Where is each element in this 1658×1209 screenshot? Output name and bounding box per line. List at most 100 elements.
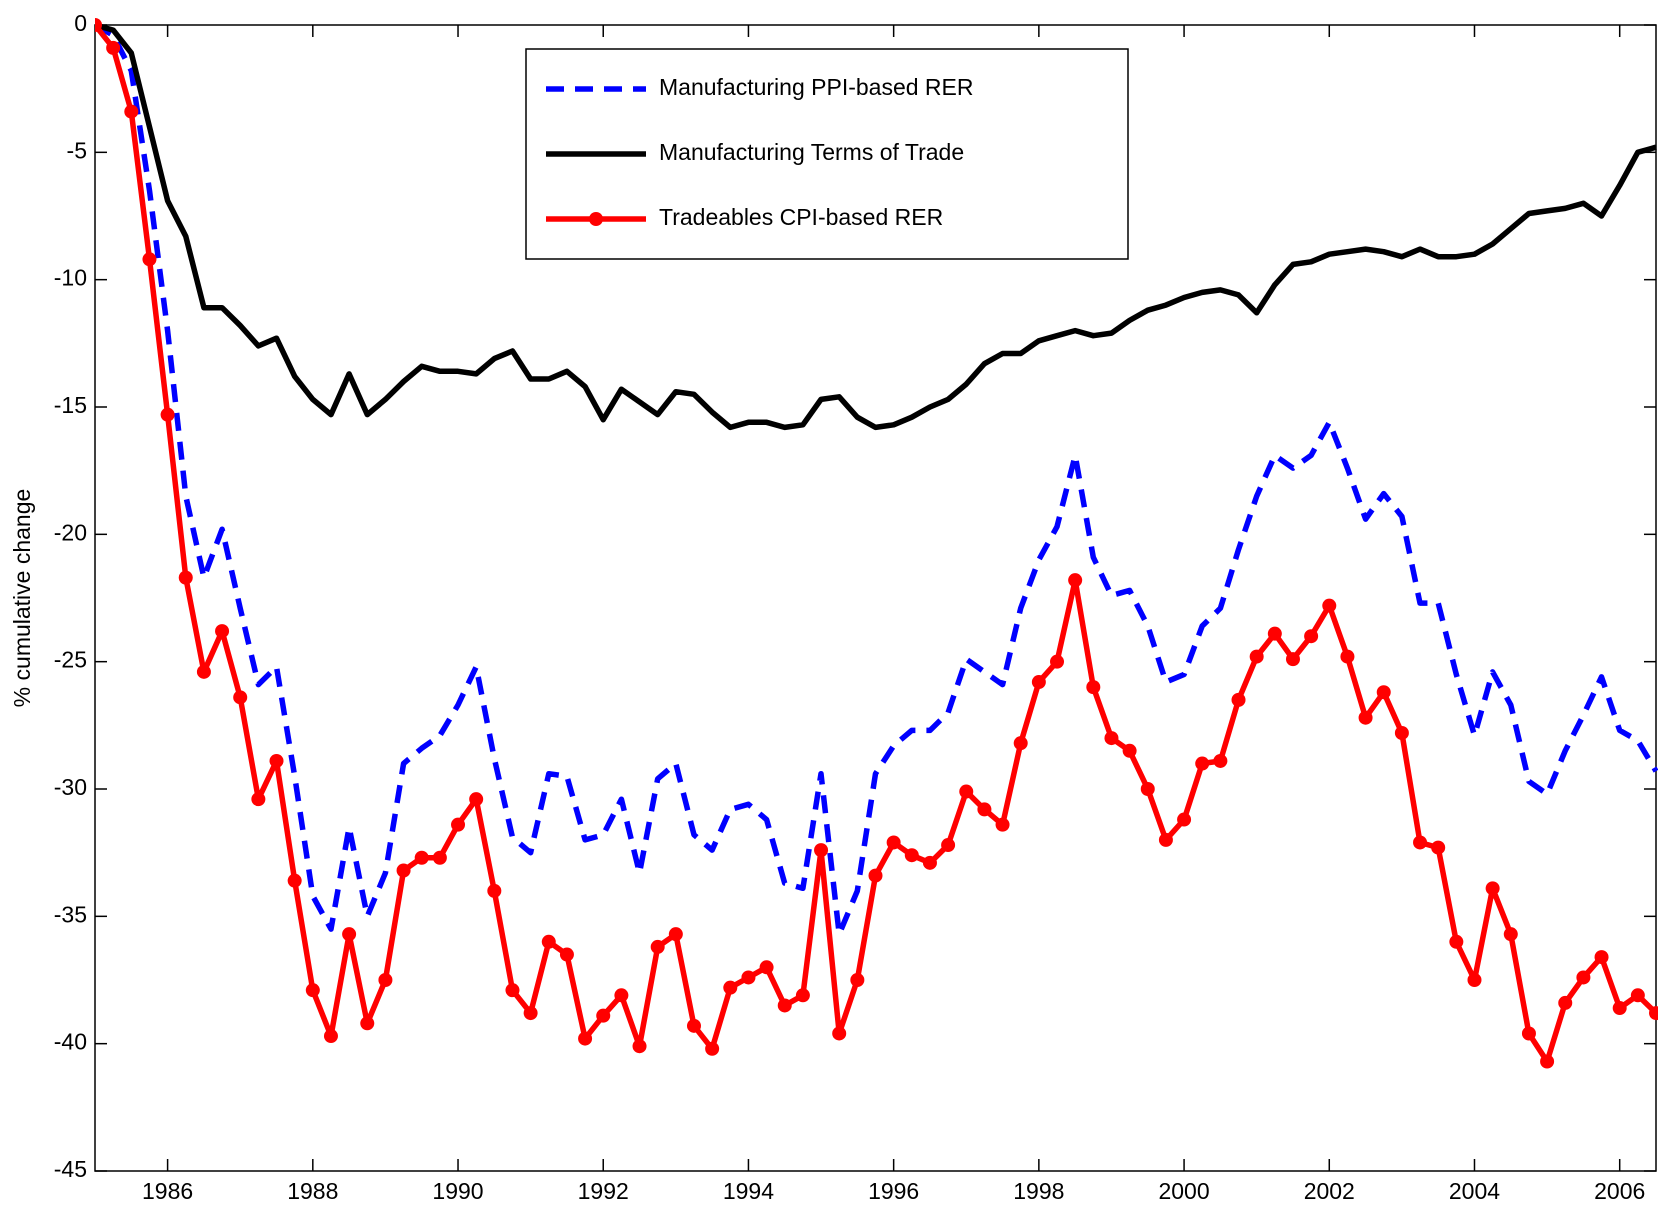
x-tick-label: 1986: [142, 1178, 193, 1204]
marker: [1431, 840, 1446, 855]
x-tick-label: 2000: [1158, 1178, 1209, 1204]
marker: [505, 983, 520, 998]
marker: [941, 838, 956, 853]
marker: [1267, 626, 1282, 641]
marker: [1540, 1054, 1555, 1069]
marker: [795, 988, 810, 1003]
marker: [1140, 782, 1155, 796]
marker: [777, 998, 792, 1013]
marker: [650, 939, 665, 954]
x-tick-label: 1994: [723, 1178, 774, 1204]
marker: [1322, 598, 1337, 613]
marker: [1649, 1006, 1658, 1021]
marker: [523, 1006, 538, 1021]
series-line: [95, 22, 1658, 937]
marker: [1104, 731, 1119, 746]
marker: [215, 624, 230, 639]
marker: [251, 792, 266, 807]
marker: [360, 1016, 375, 1031]
marker: [1376, 685, 1391, 700]
marker: [323, 1029, 338, 1044]
marker: [142, 252, 157, 267]
marker: [378, 973, 393, 987]
marker: [1177, 812, 1192, 827]
marker: [1449, 934, 1464, 949]
marker: [1358, 710, 1373, 725]
marker: [596, 1008, 611, 1023]
x-tick-label: 2006: [1594, 1178, 1645, 1204]
marker: [1467, 973, 1482, 987]
marker: [995, 817, 1010, 832]
marker: [668, 927, 683, 942]
marker: [686, 1018, 701, 1033]
marker: [614, 988, 629, 1003]
y-tick-label: -30: [54, 774, 87, 800]
x-tick-label: 1998: [1013, 1178, 1064, 1204]
marker: [1195, 756, 1210, 771]
marker: [1521, 1026, 1536, 1041]
plot-frame: [94, 24, 1657, 1172]
marker: [451, 817, 466, 832]
x-tick-label: 1990: [432, 1178, 483, 1204]
marker: [305, 983, 320, 998]
marker: [233, 690, 248, 705]
x-tick-label: 1996: [868, 1178, 919, 1204]
marker: [741, 970, 756, 985]
marker: [1249, 649, 1264, 664]
marker: [432, 850, 447, 865]
y-tick-label: -15: [54, 392, 87, 418]
marker: [1340, 649, 1355, 664]
y-tick-label: -10: [54, 265, 87, 291]
marker: [124, 104, 139, 119]
y-tick-label: -45: [54, 1156, 87, 1182]
marker: [904, 848, 919, 863]
marker: [977, 802, 992, 817]
marker: [160, 407, 175, 422]
marker: [886, 835, 901, 850]
marker: [1630, 988, 1645, 1003]
marker: [487, 883, 502, 898]
marker: [1050, 654, 1065, 669]
marker: [1576, 970, 1591, 985]
marker: [106, 40, 121, 55]
y-tick-label: -25: [54, 647, 87, 673]
marker: [1068, 573, 1083, 588]
marker: [178, 570, 193, 585]
marker: [1158, 832, 1173, 847]
y-tick-label: -35: [54, 901, 87, 927]
marker: [541, 934, 556, 949]
marker: [1558, 995, 1573, 1010]
marker: [1013, 736, 1028, 751]
marker: [1612, 1001, 1627, 1016]
marker: [1231, 692, 1246, 707]
marker: [723, 980, 738, 995]
marker: [814, 843, 829, 858]
marker: [1031, 675, 1046, 690]
marker: [868, 868, 883, 883]
marker: [469, 792, 484, 807]
y-tick-label: -5: [67, 137, 87, 163]
marker: [1394, 725, 1409, 740]
marker: [414, 850, 429, 865]
marker: [95, 18, 102, 32]
x-tick-label: 1992: [578, 1178, 629, 1204]
legend-label: Manufacturing PPI-based RER: [659, 74, 974, 100]
marker: [959, 784, 974, 799]
marker: [759, 960, 774, 975]
marker: [342, 927, 357, 942]
y-tick-label: -20: [54, 519, 87, 545]
x-tick-label: 1988: [287, 1178, 338, 1204]
legend-label: Tradeables CPI-based RER: [659, 204, 943, 230]
marker: [832, 1026, 847, 1041]
marker: [578, 1031, 593, 1046]
marker: [1285, 652, 1300, 667]
marker: [1594, 950, 1609, 965]
marker: [287, 873, 302, 888]
marker: [559, 947, 574, 962]
legend-marker: [589, 212, 603, 226]
x-tick-label: 2002: [1304, 1178, 1355, 1204]
marker: [705, 1041, 720, 1056]
marker: [1413, 835, 1428, 850]
marker: [1122, 743, 1137, 758]
